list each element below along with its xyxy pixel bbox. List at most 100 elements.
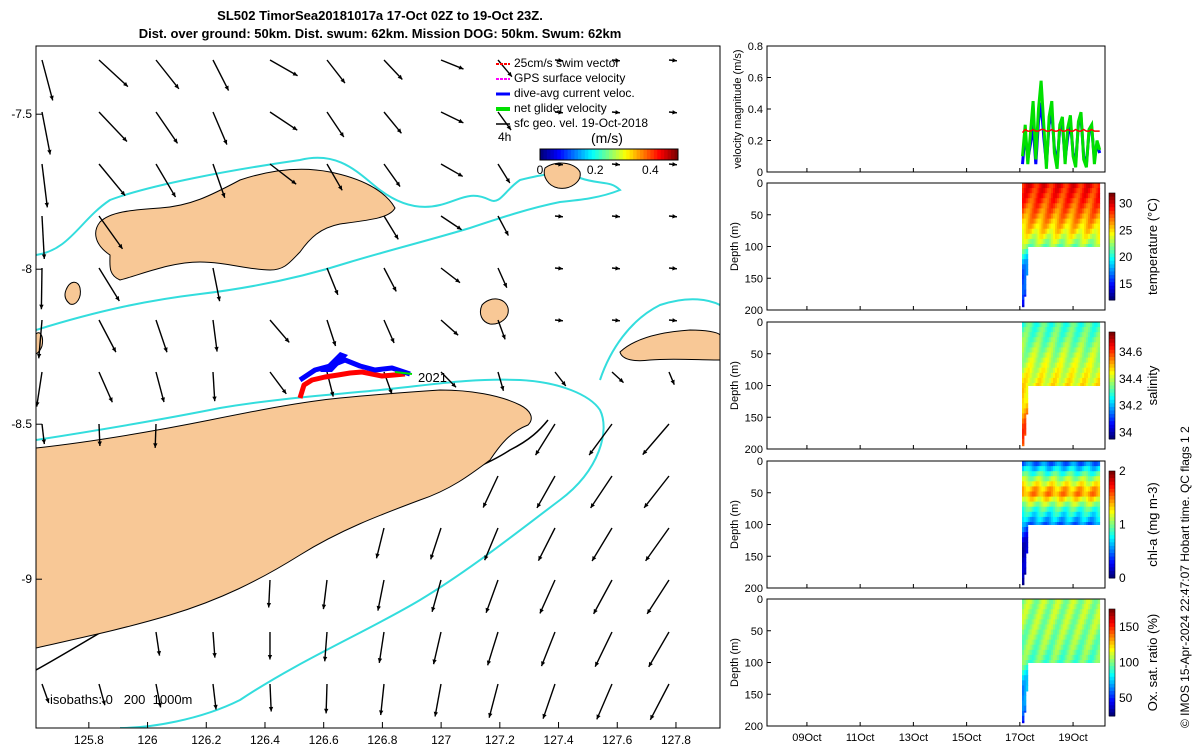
heatmap-cell xyxy=(1049,183,1052,189)
heatmap-cell xyxy=(1022,700,1025,707)
heatmap-cell xyxy=(1031,496,1035,503)
heatmap-cell xyxy=(1031,228,1035,235)
heatmap-cell xyxy=(1070,660,1073,663)
heatmap-cell xyxy=(1025,527,1029,533)
heatmap-cell xyxy=(1070,383,1073,386)
heatmap-cell xyxy=(1045,372,1048,379)
heatmap-cell xyxy=(1051,614,1054,620)
heatmap-cell xyxy=(1076,218,1079,225)
heatmap-cell xyxy=(1082,644,1085,651)
heatmap-cell xyxy=(1037,629,1040,636)
heatmap-cell xyxy=(1070,609,1073,615)
heatmap-cell xyxy=(1031,654,1035,661)
panel-colorbar-cell xyxy=(1109,680,1115,685)
heatmap-cell xyxy=(1023,403,1027,409)
heatmap-cell xyxy=(1060,183,1064,189)
heatmap-cell xyxy=(1062,511,1066,518)
heatmap-cell xyxy=(1074,639,1077,646)
heatmap-cell xyxy=(1086,654,1089,661)
heatmap-cell xyxy=(1027,511,1031,518)
panel-colorbar-cell xyxy=(1109,630,1115,635)
heatmap-cell xyxy=(1031,614,1035,620)
panel-colorbar-cell xyxy=(1109,535,1115,540)
velocity-arrow xyxy=(41,215,45,259)
heatmap-cell xyxy=(1035,619,1038,625)
heatmap-cell xyxy=(1051,660,1054,663)
heatmap-cell xyxy=(1068,322,1071,328)
velocity-arrow xyxy=(537,527,556,562)
colorbar-cell xyxy=(622,149,627,160)
panel-colorbar-cell xyxy=(1109,217,1115,223)
heatmap-cell xyxy=(1023,274,1027,280)
heatmap-cell xyxy=(1027,466,1031,472)
heatmap-cell xyxy=(1070,599,1073,605)
heatmap-cell xyxy=(1056,639,1060,646)
heatmap-cell xyxy=(1064,629,1068,636)
heatmap-cell xyxy=(1023,413,1027,419)
heatmap-cell xyxy=(1078,609,1081,615)
heatmap-cell xyxy=(1058,471,1062,477)
heatmap-cell xyxy=(1068,486,1071,492)
heatmap-cell xyxy=(1090,208,1093,214)
colorbar-cell xyxy=(553,149,558,160)
panel-colorbar-cell xyxy=(1109,644,1115,649)
heatmap-cell xyxy=(1070,213,1073,220)
heatmap-cell xyxy=(1047,193,1050,199)
heatmap-cell xyxy=(1039,649,1042,656)
heatmap-cell xyxy=(1091,218,1095,225)
velocity-arrowhead xyxy=(324,708,329,714)
heatmap-cell xyxy=(1093,238,1097,245)
heatmap-cell xyxy=(1090,624,1093,630)
heatmap-cell xyxy=(1029,208,1033,214)
heatmap-cell xyxy=(1025,624,1029,630)
heatmap-cell xyxy=(1076,183,1079,189)
heatmap-cell xyxy=(1072,332,1075,338)
heatmap-cell xyxy=(1088,649,1091,656)
heatmap-cell xyxy=(1047,639,1050,646)
heatmap-cell xyxy=(1022,193,1025,199)
heatmap-cell xyxy=(1023,644,1027,651)
heatmap-cell xyxy=(1041,516,1044,523)
heatmap-cell xyxy=(1047,466,1050,472)
heatmap-cell xyxy=(1074,362,1077,369)
heatmap-cell xyxy=(1058,218,1062,225)
heatmap-cell xyxy=(1090,183,1093,189)
legend-item-gps: GPS surface velocity xyxy=(514,71,625,85)
heatmap-cell xyxy=(1055,466,1058,472)
heatmap-cell xyxy=(1076,476,1079,482)
panel-colorbar-cell xyxy=(1109,492,1115,497)
heatmap-cell xyxy=(1062,223,1066,230)
heatmap-cell xyxy=(1045,649,1048,656)
heatmap-cell xyxy=(1043,649,1046,656)
heatmap-cell xyxy=(1027,604,1031,610)
velocity-arrowhead xyxy=(458,65,464,70)
heatmap-cell xyxy=(1068,327,1071,333)
heatmap-cell xyxy=(1023,254,1027,260)
panel-colorbar-cell xyxy=(1109,563,1115,568)
heatmap-cell xyxy=(1078,471,1081,477)
heatmap-cell xyxy=(1095,367,1099,374)
heatmap-cell xyxy=(1068,233,1071,240)
heatmap-cell xyxy=(1082,238,1085,245)
heatmap-cell xyxy=(1051,244,1054,247)
heatmap-cell xyxy=(1078,496,1081,503)
heatmap-cell xyxy=(1029,383,1033,386)
velocity-arrowhead xyxy=(592,556,597,561)
heatmap-cell xyxy=(1068,223,1071,230)
velocity-arrowhead xyxy=(44,202,49,208)
heatmap-cell xyxy=(1041,654,1044,661)
heatmap-cell xyxy=(1035,634,1038,641)
heatmap-cell xyxy=(1095,223,1099,230)
heatmap-cell xyxy=(1035,223,1038,230)
heatmap-cell xyxy=(1070,352,1073,359)
heatmap-cell xyxy=(1056,223,1060,230)
heatmap-cell xyxy=(1086,481,1089,487)
heatmap-cell xyxy=(1039,481,1042,487)
heatmap-cell xyxy=(1027,614,1031,620)
heatmap-cell xyxy=(1097,233,1101,240)
heatmap-cell xyxy=(1053,629,1056,636)
heatmap-cell xyxy=(1097,501,1101,508)
heatmap-cell xyxy=(1043,367,1046,374)
panel-colorbar-cell xyxy=(1109,417,1115,422)
heatmap-cell xyxy=(1023,198,1027,204)
